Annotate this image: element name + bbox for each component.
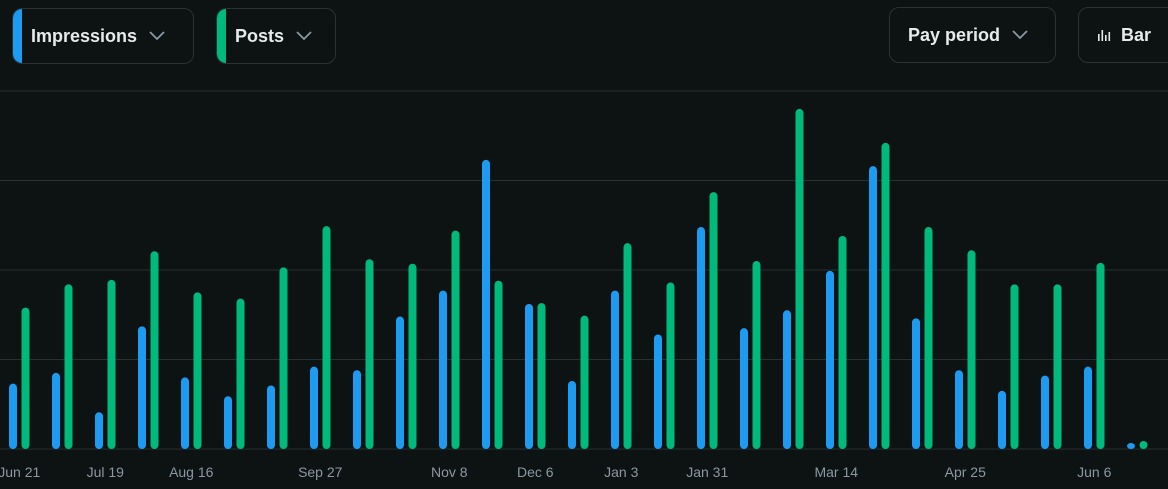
posts-bar[interactable] (1096, 262, 1105, 449)
posts-bar[interactable] (666, 282, 675, 449)
posts-bar[interactable] (322, 226, 331, 449)
impressions-bar[interactable] (95, 412, 103, 449)
impressions-bar[interactable] (310, 366, 318, 449)
impressions-bar[interactable] (9, 383, 17, 449)
impressions-bar[interactable] (224, 396, 232, 449)
posts-bar[interactable] (1139, 440, 1148, 449)
posts-selector-label: Posts (235, 25, 285, 46)
posts-bar[interactable] (795, 108, 804, 450)
chevron-down-icon (1012, 30, 1028, 40)
posts-bar[interactable] (150, 251, 159, 449)
impressions-bar[interactable] (826, 270, 834, 449)
chart-type-label: Bar (1121, 24, 1152, 45)
posts-bar[interactable] (1053, 284, 1062, 449)
impressions-bar[interactable] (482, 159, 490, 450)
posts-bar[interactable] (365, 259, 374, 449)
posts-bar[interactable] (623, 243, 632, 449)
impressions-bar[interactable] (1041, 375, 1049, 449)
posts-bar[interactable] (21, 307, 30, 449)
posts-bar[interactable] (1010, 284, 1019, 449)
impressions-bar[interactable] (353, 370, 361, 449)
posts-bar[interactable] (881, 142, 890, 449)
posts-bar[interactable] (494, 280, 503, 449)
impressions-bar[interactable] (912, 318, 920, 449)
posts-bar[interactable] (838, 235, 847, 449)
impressions-bar[interactable] (697, 227, 705, 449)
impressions-bar[interactable] (869, 166, 877, 449)
chevron-down-icon (296, 31, 312, 41)
chevron-down-icon (149, 31, 165, 41)
x-tick-label: Jul 19 (87, 464, 125, 480)
impressions-bar[interactable] (654, 334, 662, 449)
x-tick-label: Jan 3 (604, 464, 638, 480)
impressions-bar[interactable] (525, 304, 533, 449)
posts-bar[interactable] (408, 263, 417, 449)
impressions-bar[interactable] (955, 370, 963, 449)
x-tick-label: Jan 31 (686, 464, 728, 480)
posts-bar[interactable] (64, 284, 73, 449)
x-tick-label: Jun 6 (1077, 464, 1111, 480)
impressions-bar[interactable] (740, 328, 748, 449)
posts-bar[interactable] (924, 227, 933, 449)
bar-chart-icon (1097, 28, 1111, 42)
x-tick-label: Nov 8 (431, 464, 468, 480)
posts-bar[interactable] (236, 298, 245, 449)
impressions-bar[interactable] (439, 290, 447, 449)
impressions-bar[interactable] (181, 377, 189, 449)
posts-metric-selector[interactable]: Posts (216, 8, 336, 64)
posts-bar[interactable] (709, 192, 718, 449)
posts-bar[interactable] (537, 303, 546, 449)
x-tick-label: Apr 25 (945, 464, 986, 480)
x-tick-label: Sep 27 (298, 464, 343, 480)
posts-bar[interactable] (967, 250, 976, 449)
impressions-metric-selector[interactable]: Impressions (12, 8, 194, 64)
impressions-bar[interactable] (1127, 443, 1135, 449)
pay-period-selector[interactable]: Pay period (889, 7, 1056, 63)
impressions-bar[interactable] (138, 326, 146, 449)
impressions-color-swatch (13, 9, 22, 63)
posts-bar[interactable] (193, 292, 202, 449)
x-tick-label: Mar 14 (814, 464, 858, 480)
impressions-bar[interactable] (998, 390, 1006, 449)
impressions-bar[interactable] (611, 290, 619, 449)
impressions-selector-label: Impressions (31, 25, 138, 46)
impressions-bar[interactable] (568, 380, 576, 449)
posts-color-swatch (217, 9, 226, 63)
impressions-bar[interactable] (1084, 366, 1092, 449)
posts-bar[interactable] (107, 279, 116, 449)
impressions-bar[interactable] (267, 385, 275, 449)
posts-bar[interactable] (451, 230, 460, 449)
posts-bar[interactable] (580, 315, 589, 449)
chart-type-selector[interactable]: Bar (1078, 7, 1168, 63)
impressions-bar[interactable] (52, 372, 60, 449)
x-tick-label: Aug 16 (169, 464, 214, 480)
posts-bar[interactable] (752, 261, 761, 449)
posts-bar[interactable] (279, 267, 288, 449)
impressions-bar[interactable] (396, 316, 404, 449)
pay-period-label: Pay period (908, 24, 1001, 45)
x-tick-label: Dec 6 (517, 464, 554, 480)
x-tick-label: Jun 21 (0, 464, 40, 480)
impressions-bar[interactable] (783, 310, 791, 449)
